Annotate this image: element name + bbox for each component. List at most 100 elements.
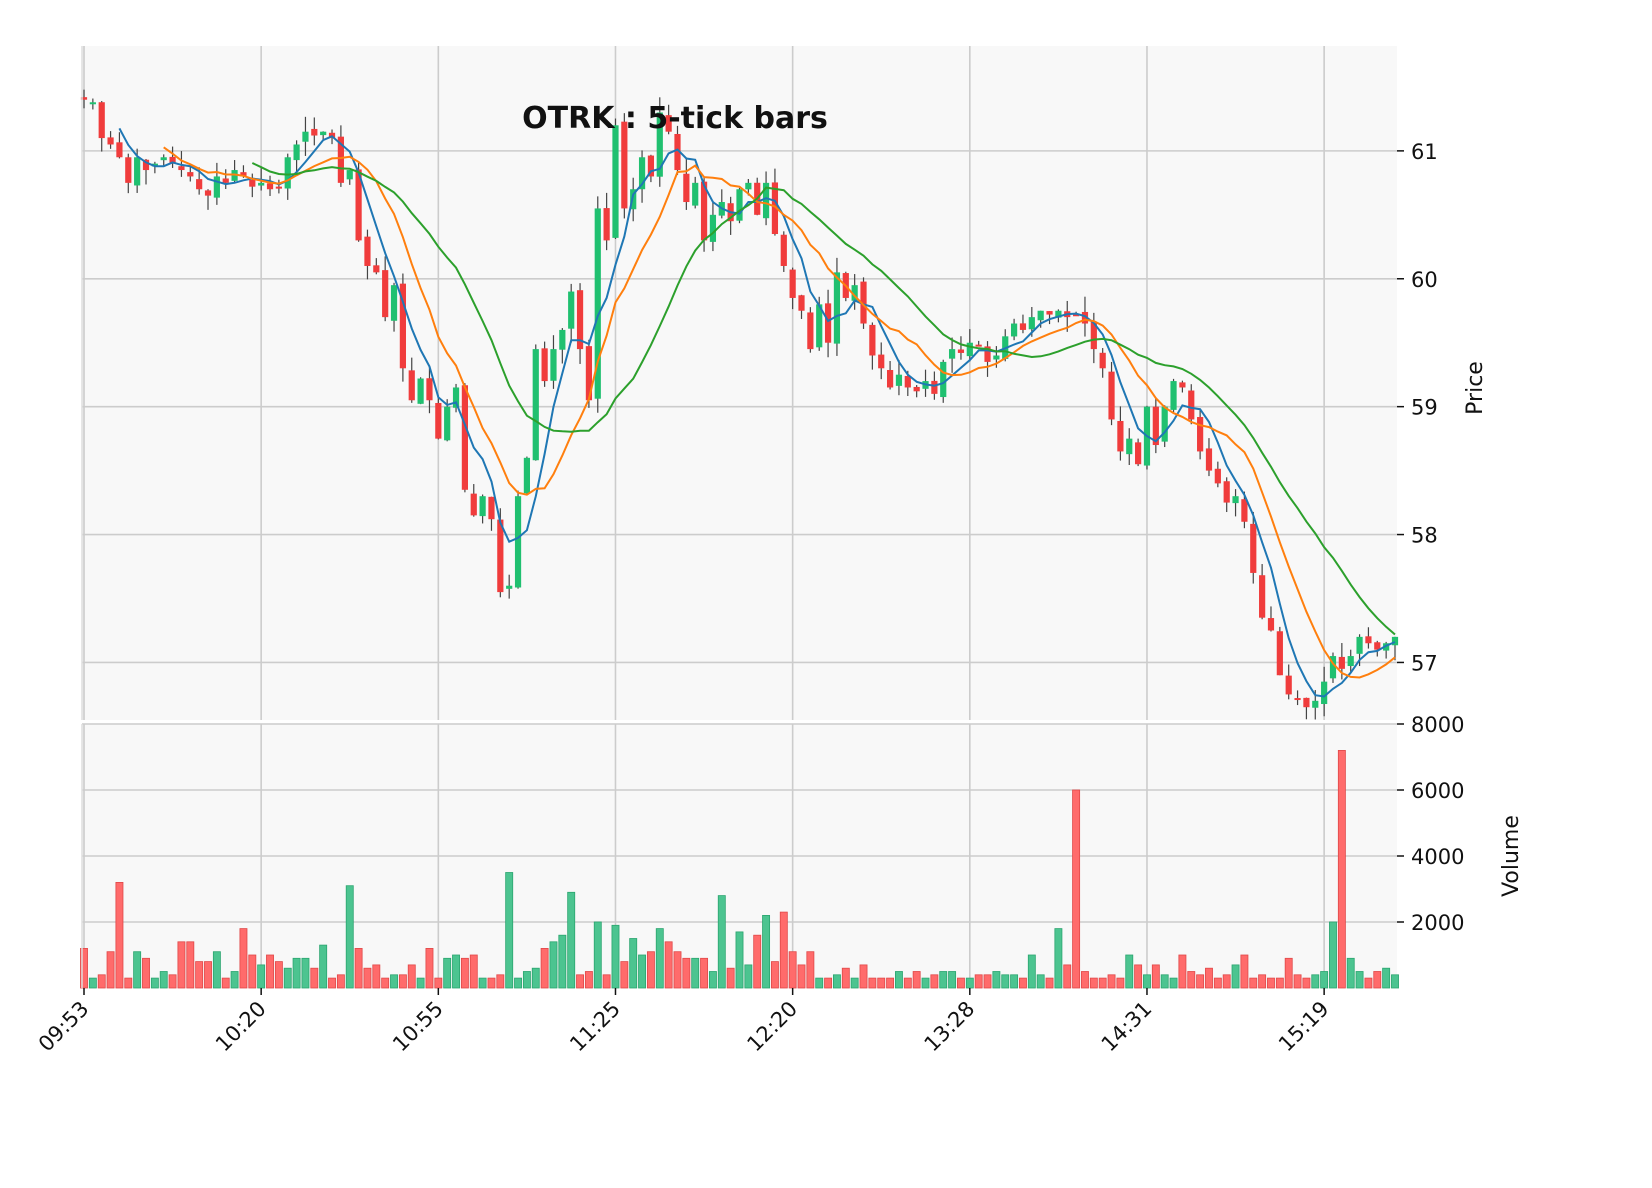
candle	[1365, 627, 1372, 649]
volume-bar	[859, 964, 868, 989]
volume-tick-label: 4000	[1411, 845, 1464, 869]
chart-title: OTRK : 5-tick bars	[522, 101, 828, 136]
volume-bar	[1125, 954, 1134, 989]
candle-body	[258, 182, 265, 186]
candle	[630, 177, 637, 222]
candle-body	[293, 144, 300, 161]
volume-tick-label: 6000	[1411, 779, 1464, 803]
volume-bar	[673, 951, 682, 989]
volume-bar	[638, 954, 647, 989]
volume-bar	[88, 977, 97, 989]
candle-body	[532, 349, 539, 461]
candle-body	[125, 157, 132, 183]
candle	[550, 335, 557, 389]
volume-bar	[336, 974, 345, 989]
volume-bar	[753, 934, 762, 989]
candle-body	[612, 125, 619, 238]
volume-bar	[1045, 977, 1054, 989]
candle-body	[382, 270, 389, 318]
volume-bar	[948, 971, 957, 989]
candle-body	[816, 304, 823, 348]
volume-bar	[1249, 977, 1258, 989]
candle-body	[98, 102, 105, 139]
candle	[692, 176, 699, 209]
volume-bar	[531, 967, 540, 989]
volume-bar	[593, 921, 602, 989]
candle-body	[107, 137, 114, 145]
volume-bar	[505, 872, 514, 989]
candle-body	[656, 112, 663, 177]
candle	[1329, 652, 1337, 683]
volume-bar	[452, 954, 460, 989]
candle	[116, 132, 123, 159]
candle	[603, 192, 610, 251]
candle	[293, 140, 300, 172]
volume-bar	[1081, 971, 1089, 989]
candle	[1294, 690, 1301, 706]
candle-body	[1338, 656, 1345, 669]
candle-body	[320, 131, 327, 136]
candle	[1011, 318, 1018, 341]
volume-bar	[1010, 974, 1019, 989]
candle	[736, 187, 743, 224]
candle	[568, 283, 575, 343]
volume-bar	[195, 961, 204, 989]
candle	[1197, 409, 1204, 460]
volume-bars	[80, 750, 1399, 989]
grid-lines	[82, 46, 1397, 988]
candle-body	[745, 182, 752, 190]
candle-body	[213, 176, 220, 198]
candle-body	[1126, 438, 1133, 455]
price-tick-label: 58	[1411, 524, 1438, 548]
candle-body	[824, 303, 832, 343]
candle	[204, 189, 212, 210]
candle-body	[647, 155, 655, 177]
candle	[878, 342, 885, 380]
volume-bar	[124, 977, 133, 989]
candle-body	[1391, 636, 1399, 646]
candle-body	[683, 173, 690, 203]
candle	[1276, 626, 1283, 676]
candle-body	[240, 172, 247, 177]
candle	[709, 200, 717, 252]
candle	[1117, 406, 1124, 461]
candle	[320, 131, 327, 141]
candle-body	[1135, 442, 1142, 465]
volume-bar	[770, 961, 779, 989]
candle-body	[266, 183, 274, 190]
candle	[1223, 477, 1230, 513]
candle-body	[1276, 631, 1283, 676]
volume-bar	[1373, 971, 1382, 989]
candle-body	[142, 159, 150, 171]
candle-body	[275, 186, 282, 189]
time-tick-label: 13:28	[920, 997, 980, 1057]
candle-body	[833, 272, 841, 344]
candle-body	[178, 166, 185, 171]
candle	[523, 456, 531, 495]
volume-bar	[1089, 977, 1098, 989]
candle	[789, 267, 796, 310]
volume-bar	[425, 948, 434, 989]
volume-bar	[921, 977, 930, 989]
volume-bar	[460, 957, 469, 989]
volume-bar	[283, 967, 292, 989]
candle	[1267, 606, 1275, 632]
candle	[1135, 438, 1142, 467]
candle	[1285, 664, 1292, 700]
candle-body	[886, 370, 894, 388]
candle-body	[1347, 656, 1354, 667]
volume-bar	[372, 964, 381, 989]
candle-body	[1108, 371, 1115, 420]
candle-body	[1267, 618, 1275, 631]
candle	[364, 229, 371, 280]
volume-bar	[974, 974, 983, 989]
volume-bar	[611, 924, 620, 989]
candle-body	[390, 285, 398, 321]
candle	[107, 131, 114, 149]
candle-body	[674, 133, 681, 171]
candle-body	[355, 169, 362, 241]
volume-bar	[434, 977, 443, 989]
candle-body	[709, 214, 717, 242]
volume-bar	[248, 954, 257, 989]
candle	[408, 357, 415, 403]
